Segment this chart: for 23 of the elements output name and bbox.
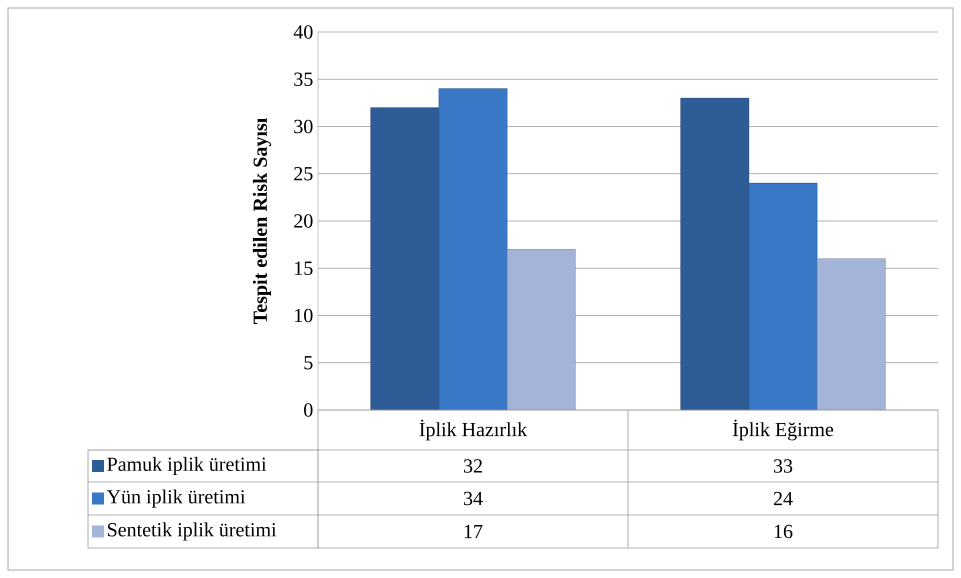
y-tick-label: 15 <box>295 262 313 275</box>
data-label: 17 <box>464 524 482 538</box>
y-tick-label: 5 <box>304 356 313 370</box>
data-label: 34 <box>464 492 483 506</box>
y-tick-label: 30 <box>294 120 313 134</box>
legend-label: Pamuk iplik üretimi <box>107 456 266 476</box>
bar <box>506 249 576 410</box>
data-label: 32 <box>464 459 482 473</box>
x-tick-label: İplik Eğirme <box>732 420 834 440</box>
y-tick-label: 40 <box>294 25 313 39</box>
legend-label: Yün iplik üretimi <box>106 489 246 508</box>
y-tick-label: 35 <box>294 72 313 86</box>
y-tick-label: 0 <box>304 403 313 417</box>
bar <box>816 258 886 410</box>
data-label: 24 <box>774 492 793 506</box>
data-label: 16 <box>774 524 792 538</box>
legend-label: Sentetik iplik üretimi <box>108 522 276 541</box>
y-tick-label: 25 <box>294 167 313 180</box>
y-tick-label: 10 <box>295 308 313 322</box>
y-axis-title: Tespit edilen Risk Sayısı <box>252 118 272 324</box>
x-tick-label: İplik Hazırlık <box>420 420 528 440</box>
y-tick-label: 20 <box>294 214 313 228</box>
data-label: 33 <box>774 459 792 473</box>
